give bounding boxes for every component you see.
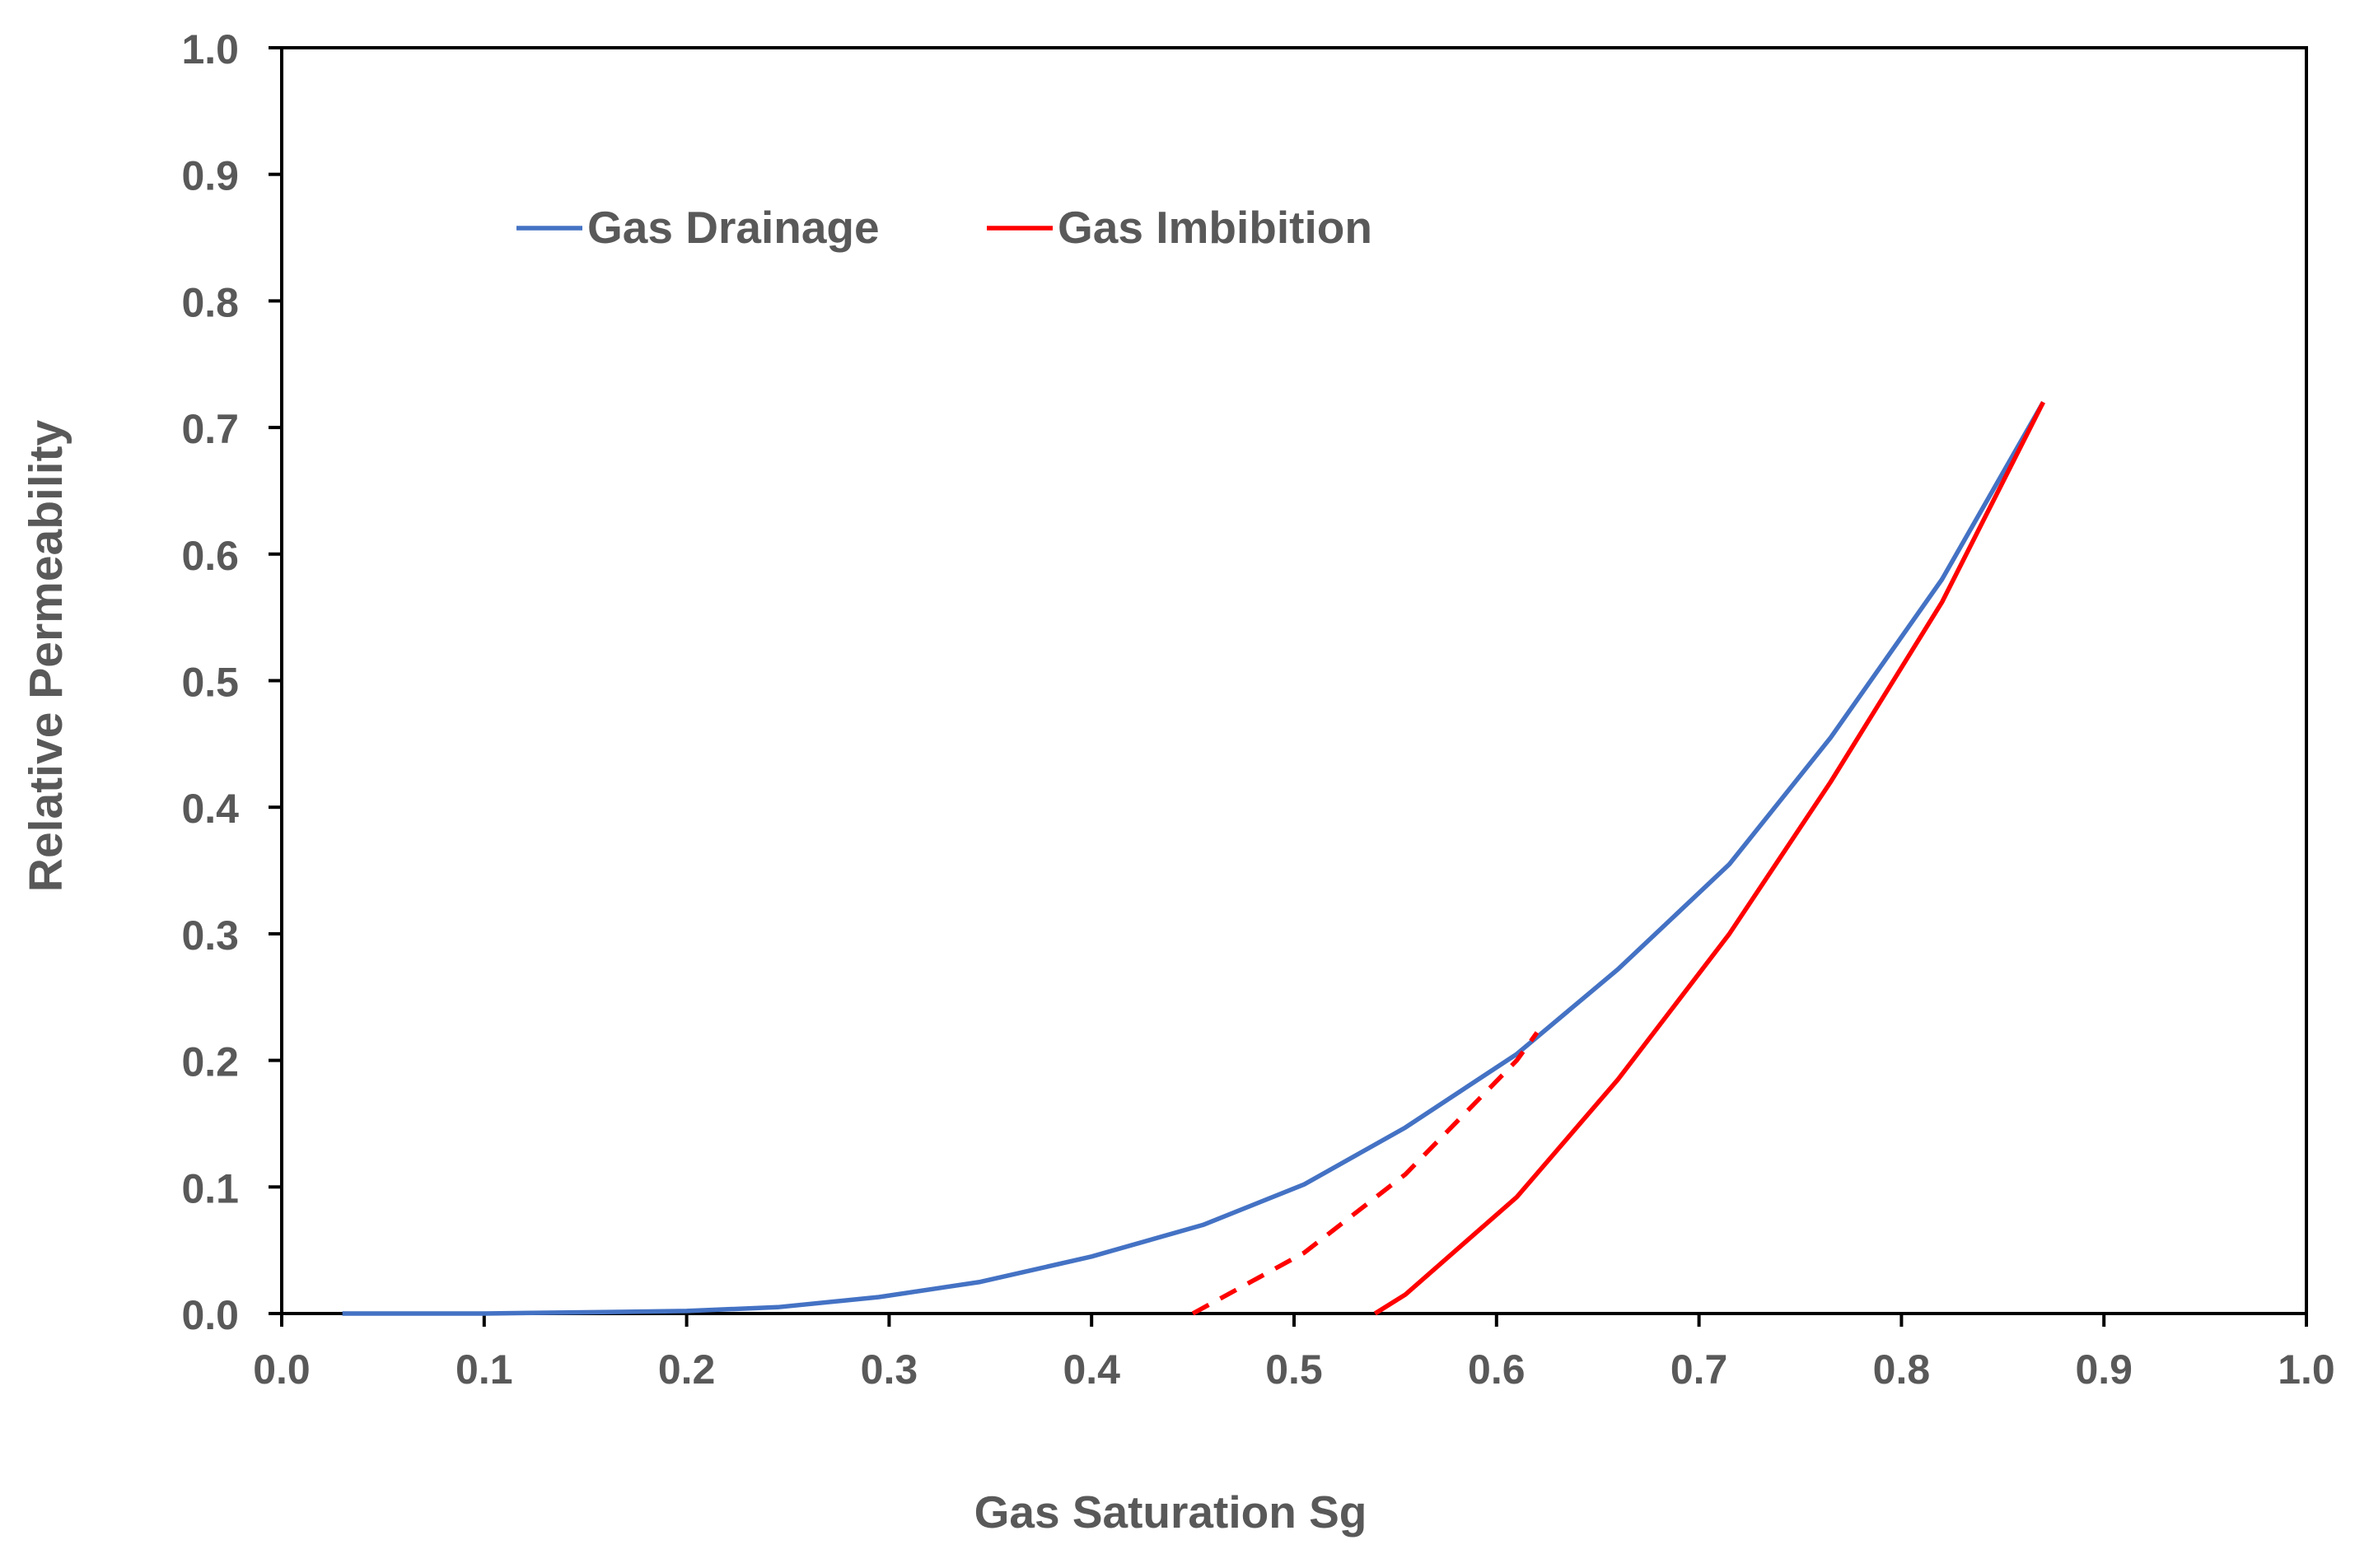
y-tick-label: 1.0 (181, 26, 239, 72)
x-tick-label: 0.5 (1265, 1346, 1323, 1393)
y-tick-label: 0.1 (181, 1165, 239, 1211)
y-axis-label: Relative Permeability (20, 419, 72, 892)
legend-label: Gas Drainage (587, 202, 880, 253)
legend-label: Gas Imbibition (1058, 202, 1372, 253)
x-tick-label: 0.0 (253, 1346, 311, 1393)
y-tick-label: 0.8 (181, 279, 239, 325)
x-tick-label: 0.2 (658, 1346, 716, 1393)
y-tick-label: 0.6 (181, 533, 239, 579)
y-tick-label: 0.3 (181, 912, 239, 959)
series-line-gas-imbibition-extrapolated (1191, 1031, 1540, 1316)
y-tick-label: 0.4 (181, 786, 239, 832)
y-tick-label: 0.0 (181, 1292, 239, 1338)
x-axis-label: Gas Saturation Sg (974, 1486, 1367, 1538)
legend: Gas Drainage Gas Imbibition (516, 202, 1372, 253)
x-axis-ticks: 0.0 0.1 0.2 0.3 0.4 0.5 0.6 0.7 0.8 0.9 1.0 (253, 1314, 2335, 1393)
x-tick-label: 0.1 (456, 1346, 513, 1393)
x-tick-label: 0.6 (1468, 1346, 1526, 1393)
x-tick-label: 0.7 (1670, 1346, 1728, 1393)
y-tick-label: 0.5 (181, 660, 239, 706)
series-line-gas-imbibition (1373, 401, 2045, 1316)
x-tick-label: 0.4 (1063, 1346, 1120, 1393)
y-tick-label: 0.9 (181, 153, 239, 199)
x-tick-label: 1.0 (2278, 1346, 2335, 1393)
x-tick-label: 0.8 (1873, 1346, 1931, 1393)
series-line-gas-drainage (342, 401, 2045, 1316)
y-tick-label: 0.7 (181, 406, 239, 452)
y-axis-ticks: 0.0 0.1 0.2 0.3 0.4 0.5 0.6 0.7 0.8 0.9 1.0 (181, 26, 282, 1338)
x-tick-label: 0.9 (2075, 1346, 2133, 1393)
x-tick-label: 0.3 (861, 1346, 918, 1393)
series-layer (342, 401, 2045, 1316)
y-tick-label: 0.2 (181, 1039, 239, 1085)
